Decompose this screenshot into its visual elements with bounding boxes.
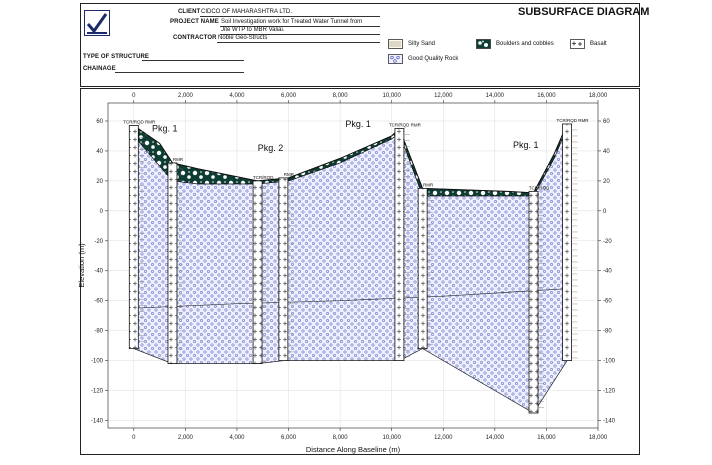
legend-silty-sand-swatch: [388, 39, 403, 49]
borehole-tag: TCR/RQD RMR: [557, 118, 590, 123]
borehole-column: [417, 187, 428, 350]
package-label: Pkg. 2: [258, 143, 284, 153]
y-tick-label-left: -140: [91, 419, 104, 425]
x-tick-label-top: 8,000: [333, 93, 349, 99]
legend-rock-swatch: [388, 54, 403, 64]
x-tick-label-top: 16,000: [537, 93, 556, 99]
project-value-line-1: Soil Investigation work for Treated Wate…: [221, 19, 363, 25]
y-tick-label-left: 20: [96, 179, 103, 185]
x-tick-label-top: 2,000: [178, 93, 194, 99]
y-tick-label-right: 0: [603, 209, 607, 215]
borehole-column: [278, 177, 289, 362]
y-tick-label-right: -80: [603, 329, 612, 335]
title-block: [80, 3, 640, 87]
y-tick-label-right: 60: [603, 119, 610, 125]
project-underline-2: [220, 34, 380, 35]
legend-silty-sand-label: Silty Sand: [408, 41, 436, 47]
client-underline: [200, 16, 380, 17]
y-tick-label-right: 40: [603, 149, 610, 155]
y-tick-label-left: 60: [96, 119, 103, 125]
package-label: Pkg. 1: [152, 123, 178, 133]
x-tick-label-top: 4,000: [229, 93, 245, 99]
y-tick-label-right: -100: [603, 359, 616, 365]
tunnel-alignment-line: [133, 288, 568, 309]
borehole-column: [394, 128, 405, 362]
client-value: CIDCO OF MAHARASHTRA LTD.: [201, 9, 292, 15]
x-tick-label-bottom: 12,000: [434, 435, 453, 441]
package-label: Pkg. 1: [513, 140, 539, 150]
boreholes-layer: TCR/RQD RMR RMR TCR/RQD RMR TCR/RQD RMR RMR TC…: [123, 118, 590, 414]
x-axis-title: Distance Along Baseline (m): [306, 445, 401, 454]
borehole-tag: RMR: [173, 157, 184, 162]
contractor-label: CONTRACTOR: [173, 35, 217, 41]
legend-rock-label: Good Quality Rock: [408, 56, 459, 62]
project-label: PROJECT NAME: [170, 19, 219, 25]
y-tick-label-left: -80: [94, 329, 103, 335]
contractor-underline: [217, 42, 380, 43]
x-tick-label-top: 0: [132, 93, 136, 99]
y-tick-label-right: -20: [603, 239, 612, 245]
legend-basalt-swatch: [570, 39, 585, 49]
y-tick-label-right: -60: [603, 299, 612, 305]
legend-boulders-swatch: [476, 39, 491, 49]
x-tick-label-top: 14,000: [486, 93, 505, 99]
x-tick-label-top: 6,000: [281, 93, 297, 99]
y-tick-label-left: -100: [91, 359, 104, 365]
x-tick-label-bottom: 8,000: [333, 435, 349, 441]
x-tick-label-bottom: 10,000: [383, 435, 402, 441]
borehole-tag: RMR: [423, 182, 434, 187]
contractor-value: Noble Geo-Structs: [218, 35, 268, 41]
borehole-tag: TCR/RQD RMR: [389, 122, 422, 127]
y-tick-label-right: -120: [603, 389, 616, 395]
package-label: Pkg. 1: [345, 119, 371, 129]
diagram-title: SUBSURFACE DIAGRAM: [518, 6, 650, 18]
x-tick-label-bottom: 4,000: [229, 435, 245, 441]
chainage-label: CHAINAGE: [83, 66, 116, 72]
package-labels-layer: Pkg. 1 Pkg. 2 Pkg. 1 Pkg. 1: [152, 119, 539, 153]
y-tick-label-right: -140: [603, 419, 616, 425]
plot-area-border: [107, 102, 599, 429]
structure-underline: [142, 60, 244, 61]
y-tick-label-left: 40: [96, 149, 103, 155]
borehole-tag: TCR/RQD: [253, 175, 274, 180]
project-value-line-2: Jite WTP to MBR Valiai.: [221, 27, 285, 33]
x-tick-label-top: 12,000: [434, 93, 453, 99]
y-tick-label-right: 20: [603, 179, 610, 185]
borehole-column: [562, 123, 572, 362]
legend-basalt-label: Basalt: [590, 41, 607, 47]
x-tick-label-top: 10,000: [383, 93, 402, 99]
x-tick-label-bottom: 0: [132, 435, 136, 441]
x-tick-label-bottom: 6,000: [281, 435, 297, 441]
borehole-column: [128, 125, 139, 350]
y-tick-label-left: -20: [94, 239, 103, 245]
project-underline-1: [220, 26, 380, 27]
borehole-column: [167, 162, 178, 364]
borehole-tag: TCR/RQD RMR: [123, 119, 156, 124]
x-tick-label-bottom: 14,000: [486, 435, 505, 441]
x-tick-label-bottom: 16,000: [537, 435, 556, 441]
borehole-tag: TCR/RQD: [529, 185, 550, 190]
y-tick-label-left: -120: [91, 389, 104, 395]
y-tick-label-left: 0: [100, 209, 104, 215]
client-label: CLIENT: [178, 9, 201, 15]
y-tick-label-left: -40: [94, 269, 103, 275]
x-tick-label-top: 18,000: [589, 93, 608, 99]
plot-frame: [80, 88, 640, 455]
borehole-column: [528, 190, 539, 414]
legend-boulders-label: Boulders and cobbles: [496, 41, 554, 47]
checkmark-logo-icon: [84, 10, 110, 36]
borehole-column: [252, 180, 263, 364]
strata-layer: [133, 123, 568, 414]
borehole-tag: RMR: [284, 172, 295, 177]
y-axis-title: Elevation (m): [77, 243, 86, 288]
chainage-underline: [115, 72, 244, 73]
x-tick-label-bottom: 18,000: [589, 435, 608, 441]
x-tick-label-bottom: 2,000: [178, 435, 194, 441]
axes-layer: 0 0 2,000 2,000 4,000 4,000 6,000 6,000 8,000 8,0…: [77, 93, 616, 454]
structure-label: TYPE OF STRUCTURE: [83, 54, 150, 60]
y-tick-label-right: -40: [603, 269, 612, 275]
y-tick-label-left: -60: [94, 299, 103, 305]
